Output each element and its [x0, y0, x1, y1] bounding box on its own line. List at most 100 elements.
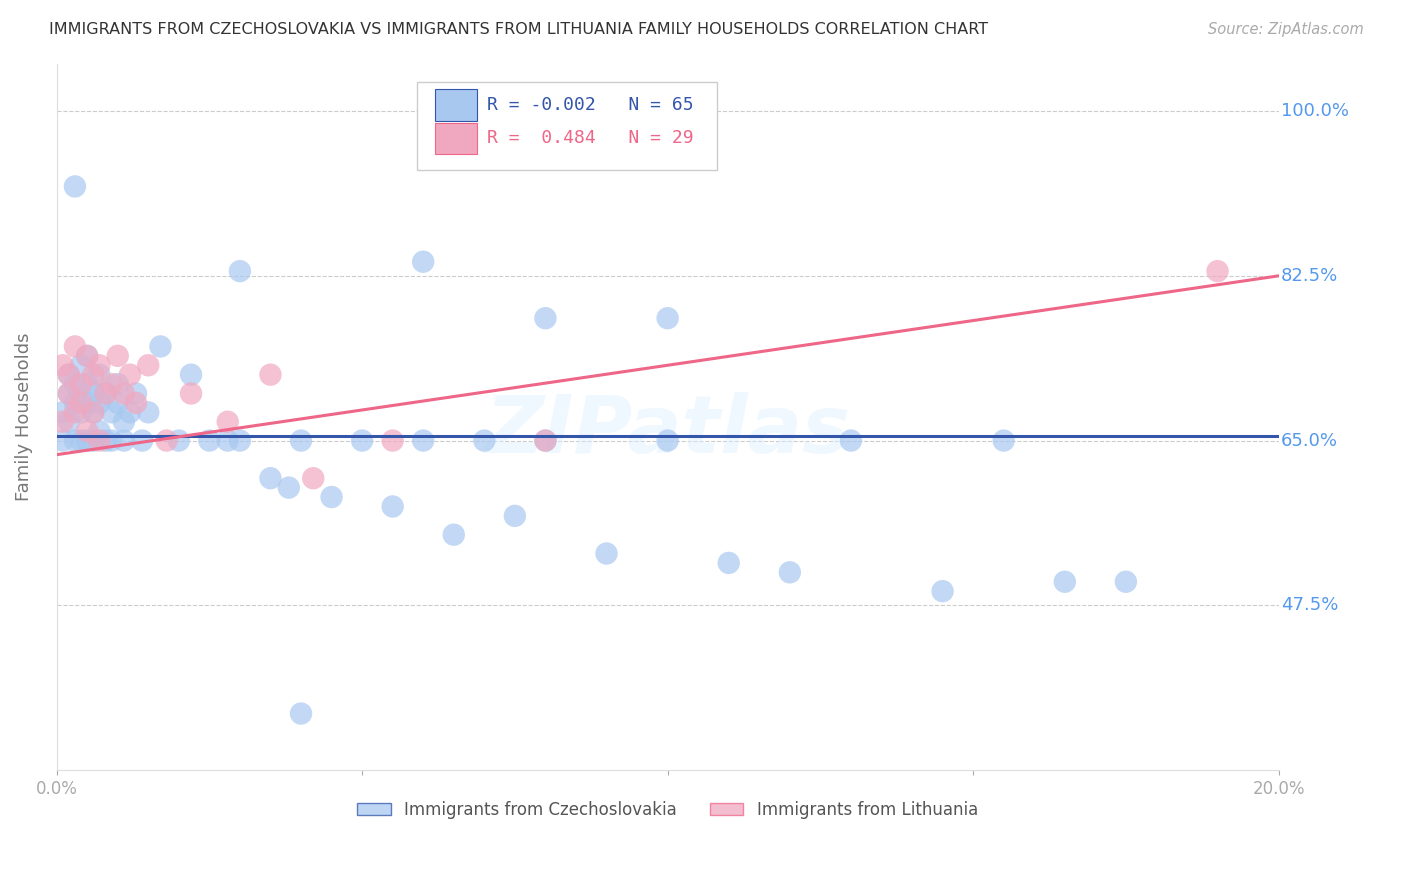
Point	[100, 434, 122, 448]
FancyBboxPatch shape	[436, 123, 477, 153]
Point	[534, 434, 557, 448]
Point	[155, 434, 177, 448]
Point	[89, 424, 111, 438]
Text: ZIPatlas: ZIPatlas	[485, 392, 851, 470]
Point	[82, 368, 104, 382]
Point	[107, 349, 129, 363]
Point	[58, 386, 80, 401]
Point	[136, 405, 159, 419]
Point	[931, 584, 953, 599]
Text: 65.0%: 65.0%	[1281, 432, 1339, 450]
Point	[259, 368, 281, 382]
Point	[118, 368, 141, 382]
Point	[94, 386, 117, 401]
Point	[534, 311, 557, 326]
Point	[198, 434, 221, 448]
Y-axis label: Family Households: Family Households	[15, 333, 32, 501]
Point	[534, 434, 557, 448]
Point	[112, 434, 135, 448]
Point	[131, 434, 153, 448]
Point	[89, 358, 111, 372]
Text: 100.0%: 100.0%	[1281, 102, 1350, 120]
Point	[1206, 264, 1229, 278]
FancyBboxPatch shape	[436, 89, 477, 120]
Point	[412, 434, 434, 448]
Point	[136, 358, 159, 372]
Point	[82, 405, 104, 419]
Point	[63, 377, 86, 392]
Point	[76, 349, 98, 363]
Point	[76, 424, 98, 438]
Point	[302, 471, 325, 485]
Point	[63, 339, 86, 353]
Point	[381, 434, 404, 448]
Text: 47.5%: 47.5%	[1281, 596, 1339, 615]
Point	[217, 415, 239, 429]
Point	[76, 396, 98, 410]
Point	[63, 434, 86, 448]
Point	[52, 434, 75, 448]
Point	[112, 386, 135, 401]
Point	[657, 311, 679, 326]
Point	[277, 481, 299, 495]
Point	[290, 706, 312, 721]
Point	[70, 358, 93, 372]
Point	[472, 434, 495, 448]
Point	[89, 434, 111, 448]
Point	[217, 434, 239, 448]
Point	[94, 434, 117, 448]
Point	[657, 434, 679, 448]
Point	[107, 377, 129, 392]
Point	[125, 396, 148, 410]
Point	[52, 405, 75, 419]
Point	[52, 415, 75, 429]
Point	[167, 434, 190, 448]
Point	[100, 405, 122, 419]
Point	[125, 386, 148, 401]
Point	[63, 179, 86, 194]
Point	[89, 368, 111, 382]
Point	[70, 405, 93, 419]
Point	[259, 471, 281, 485]
Legend: Immigrants from Czechoslovakia, Immigrants from Lithuania: Immigrants from Czechoslovakia, Immigran…	[350, 794, 984, 825]
Point	[58, 415, 80, 429]
Text: IMMIGRANTS FROM CZECHOSLOVAKIA VS IMMIGRANTS FROM LITHUANIA FAMILY HOUSEHOLDS CO: IMMIGRANTS FROM CZECHOSLOVAKIA VS IMMIGR…	[49, 22, 988, 37]
Point	[321, 490, 343, 504]
Point	[107, 396, 129, 410]
Point	[58, 386, 80, 401]
Point	[100, 377, 122, 392]
Point	[82, 405, 104, 419]
Point	[443, 527, 465, 541]
Point	[70, 377, 93, 392]
Point	[381, 500, 404, 514]
Point	[180, 368, 202, 382]
Point	[76, 434, 98, 448]
Text: R = -0.002   N = 65: R = -0.002 N = 65	[486, 96, 693, 114]
Point	[112, 415, 135, 429]
Point	[89, 396, 111, 410]
Point	[149, 339, 172, 353]
FancyBboxPatch shape	[418, 82, 717, 170]
Point	[779, 566, 801, 580]
Point	[993, 434, 1015, 448]
Point	[70, 396, 93, 410]
Point	[118, 405, 141, 419]
Point	[94, 386, 117, 401]
Text: R =  0.484   N = 29: R = 0.484 N = 29	[486, 129, 693, 147]
Point	[1053, 574, 1076, 589]
Point	[717, 556, 740, 570]
Point	[76, 377, 98, 392]
Point	[76, 349, 98, 363]
Point	[595, 547, 617, 561]
Point	[52, 358, 75, 372]
Point	[352, 434, 374, 448]
Text: 82.5%: 82.5%	[1281, 267, 1339, 285]
Point	[63, 405, 86, 419]
Point	[180, 386, 202, 401]
Point	[503, 508, 526, 523]
Point	[58, 368, 80, 382]
Point	[63, 396, 86, 410]
Point	[839, 434, 862, 448]
Point	[229, 264, 252, 278]
Point	[290, 434, 312, 448]
